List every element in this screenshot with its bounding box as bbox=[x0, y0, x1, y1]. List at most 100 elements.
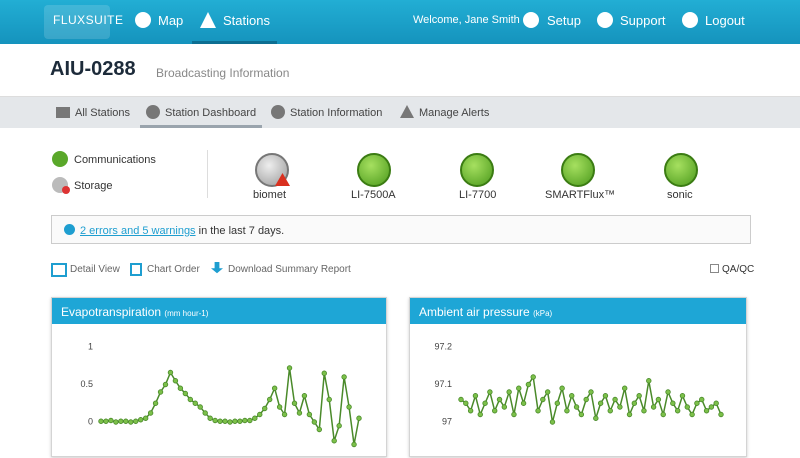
point bbox=[636, 393, 642, 399]
point bbox=[202, 410, 208, 416]
point bbox=[296, 410, 303, 416]
point bbox=[336, 423, 342, 429]
tab-bar: All Stations Station Dashboard Station I… bbox=[0, 97, 800, 128]
point bbox=[578, 411, 585, 418]
point bbox=[301, 393, 308, 399]
logout-icon bbox=[682, 12, 698, 28]
tab-icon bbox=[146, 105, 160, 119]
info-icon bbox=[64, 224, 75, 235]
logo[interactable]: FLUXSUITE bbox=[53, 13, 124, 27]
action-link[interactable]: Support bbox=[620, 13, 666, 28]
tab[interactable]: Station Dashboard bbox=[165, 107, 257, 119]
point bbox=[463, 400, 469, 406]
y-tick-label: 0 bbox=[88, 416, 93, 426]
checkbox[interactable] bbox=[710, 264, 719, 273]
sensor-label: biomet bbox=[253, 189, 287, 201]
point bbox=[573, 404, 580, 410]
tab-icon bbox=[271, 105, 285, 119]
point bbox=[708, 404, 715, 410]
panel-header: Evapotranspiration (mm hour-1) bbox=[52, 298, 386, 324]
point bbox=[674, 408, 681, 414]
point bbox=[321, 370, 327, 376]
point bbox=[520, 400, 527, 406]
point bbox=[540, 396, 546, 403]
nav-link[interactable]: Map bbox=[158, 13, 184, 28]
point bbox=[137, 417, 144, 423]
point bbox=[341, 374, 347, 380]
point bbox=[172, 378, 179, 384]
sensor-icon[interactable] bbox=[561, 153, 595, 187]
toolbar-item[interactable]: Chart Order bbox=[147, 264, 200, 275]
point bbox=[544, 389, 551, 395]
point bbox=[152, 400, 159, 406]
point bbox=[569, 393, 575, 399]
sensor-icon[interactable] bbox=[357, 153, 391, 187]
map-icon bbox=[135, 12, 151, 28]
sensor-label: LI-7700 bbox=[459, 189, 497, 201]
point bbox=[699, 396, 705, 403]
point bbox=[506, 389, 512, 395]
point bbox=[554, 400, 560, 406]
point bbox=[535, 408, 541, 414]
point bbox=[123, 418, 129, 424]
chart-unit: (kPa) bbox=[533, 309, 553, 318]
point bbox=[593, 415, 599, 421]
active-underline bbox=[192, 41, 277, 44]
point bbox=[607, 408, 613, 414]
point bbox=[660, 411, 666, 418]
point bbox=[617, 404, 623, 410]
point bbox=[331, 438, 337, 444]
action-link[interactable]: Setup bbox=[547, 13, 581, 28]
point bbox=[281, 411, 288, 418]
tab[interactable]: Station Information bbox=[290, 107, 383, 119]
status-label: Communications bbox=[74, 154, 156, 166]
point bbox=[187, 396, 194, 403]
sensor-icon[interactable] bbox=[460, 153, 494, 187]
toolbar-item[interactable]: Detail View bbox=[70, 264, 120, 275]
point bbox=[306, 411, 313, 418]
active-tab-underline bbox=[140, 125, 262, 128]
point bbox=[257, 411, 263, 418]
nav-link[interactable]: Stations bbox=[223, 13, 270, 28]
point bbox=[182, 390, 189, 397]
point bbox=[703, 408, 710, 414]
point bbox=[162, 381, 169, 388]
action-link[interactable]: Logout bbox=[705, 13, 745, 28]
chart-title: Ambient air pressure bbox=[419, 305, 530, 319]
sensor-label: SMARTFlux™ bbox=[545, 189, 616, 201]
point bbox=[356, 415, 362, 421]
point bbox=[684, 404, 690, 410]
alert-link[interactable]: 2 errors and 5 warnings bbox=[80, 225, 196, 237]
point bbox=[262, 405, 268, 412]
y-tick-label: 97.2 bbox=[434, 341, 452, 351]
point bbox=[276, 404, 283, 410]
point bbox=[346, 404, 352, 410]
point bbox=[516, 385, 522, 391]
status-icon bbox=[52, 151, 68, 167]
toolbar-item[interactable]: Download Summary Report bbox=[228, 264, 351, 275]
y-tick-label: 0.5 bbox=[80, 379, 93, 389]
station-subtitle: Broadcasting Information bbox=[156, 66, 290, 80]
tab[interactable]: All Stations bbox=[75, 107, 131, 119]
point bbox=[559, 385, 565, 391]
point bbox=[641, 408, 647, 414]
point bbox=[316, 426, 323, 433]
chart-unit: (mm hour-1) bbox=[164, 309, 209, 318]
tab[interactable]: Manage Alerts bbox=[419, 107, 490, 119]
point bbox=[118, 418, 124, 424]
point bbox=[689, 411, 695, 418]
sensor-label: LI-7500A bbox=[351, 189, 396, 201]
y-tick-label: 1 bbox=[88, 341, 93, 351]
point bbox=[197, 404, 203, 410]
point bbox=[631, 400, 638, 406]
point bbox=[655, 396, 662, 403]
point bbox=[222, 418, 228, 424]
point bbox=[467, 408, 474, 414]
point bbox=[227, 419, 233, 425]
sensor-icon[interactable] bbox=[664, 153, 698, 187]
sensor-label: sonic bbox=[667, 189, 693, 201]
point bbox=[128, 419, 134, 425]
point bbox=[177, 385, 184, 391]
point bbox=[549, 419, 556, 425]
